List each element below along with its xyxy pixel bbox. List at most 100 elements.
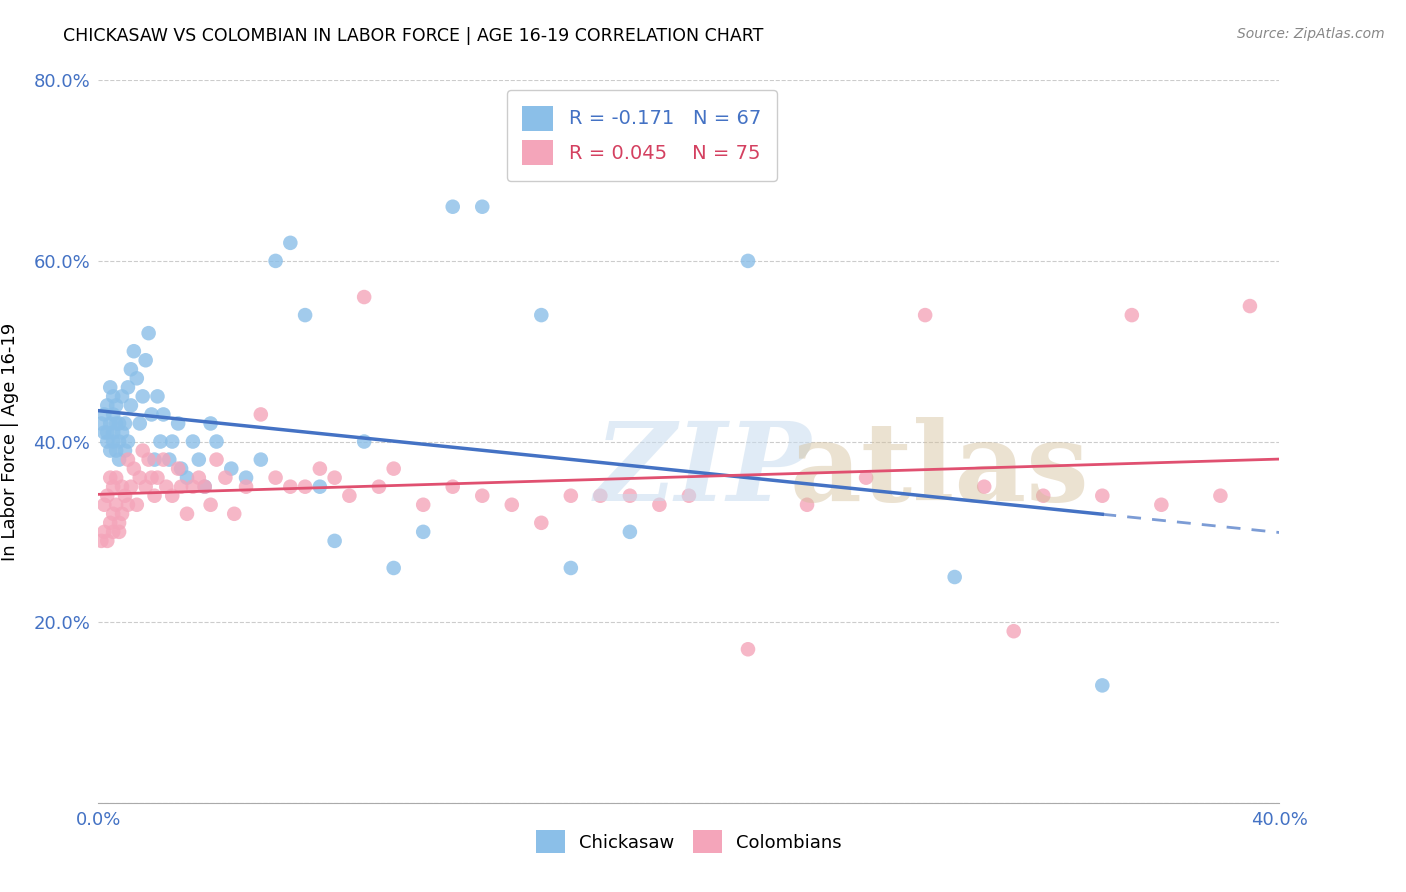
Point	[368, 480, 391, 494]
Point	[132, 443, 155, 458]
Legend: Chickasaw, Colombians: Chickasaw, Colombians	[523, 818, 855, 866]
Point	[471, 200, 494, 214]
Point	[205, 452, 228, 467]
Point	[1091, 678, 1114, 692]
Point	[530, 308, 553, 322]
Point	[108, 452, 131, 467]
Point	[98, 380, 121, 394]
Point	[114, 443, 136, 458]
Point	[138, 452, 160, 467]
Point	[111, 480, 134, 494]
Point	[90, 417, 112, 431]
Point	[1002, 624, 1025, 639]
Point	[323, 533, 346, 548]
Point	[108, 434, 131, 449]
Point	[441, 200, 464, 214]
Point	[250, 452, 273, 467]
Point	[176, 471, 198, 485]
Point	[108, 524, 131, 539]
Point	[294, 308, 316, 322]
Point	[117, 498, 139, 512]
Point	[111, 389, 134, 403]
Point	[1091, 489, 1114, 503]
Point	[103, 389, 125, 403]
Point	[155, 480, 177, 494]
Point	[200, 417, 222, 431]
Point	[530, 516, 553, 530]
Point	[737, 642, 759, 657]
Point	[157, 452, 180, 467]
Point	[128, 417, 150, 431]
Point	[194, 480, 217, 494]
Point	[114, 489, 136, 503]
Point	[103, 524, 125, 539]
Point	[560, 489, 582, 503]
Point	[176, 507, 198, 521]
Point	[105, 443, 128, 458]
Point	[323, 471, 346, 485]
Point	[132, 389, 155, 403]
Point	[96, 398, 118, 412]
Point	[96, 434, 118, 449]
Point	[143, 489, 166, 503]
Point	[214, 471, 236, 485]
Point	[280, 480, 302, 494]
Point	[120, 480, 142, 494]
Point	[1150, 498, 1173, 512]
Point	[181, 434, 204, 449]
Point	[200, 498, 222, 512]
Point	[120, 362, 142, 376]
Point	[125, 498, 148, 512]
Point	[103, 408, 125, 422]
Point	[309, 480, 332, 494]
Point	[135, 353, 157, 368]
Point	[167, 417, 190, 431]
Point	[138, 326, 160, 340]
Point	[914, 308, 936, 322]
Point	[471, 489, 494, 503]
Point	[98, 417, 121, 431]
Point	[122, 344, 145, 359]
Point	[114, 417, 136, 431]
Point	[96, 425, 118, 440]
Point	[117, 380, 139, 394]
Point	[98, 516, 121, 530]
Point	[1209, 489, 1232, 503]
Point	[141, 408, 163, 422]
Point	[619, 489, 641, 503]
Point	[1121, 308, 1143, 322]
Point	[589, 489, 612, 503]
Point	[93, 498, 115, 512]
Point	[105, 417, 128, 431]
Point	[96, 489, 118, 503]
Point	[737, 254, 759, 268]
Point	[105, 398, 128, 412]
Point	[353, 290, 375, 304]
Point	[146, 389, 169, 403]
Text: CHICKASAW VS COLOMBIAN IN LABOR FORCE | AGE 16-19 CORRELATION CHART: CHICKASAW VS COLOMBIAN IN LABOR FORCE | …	[63, 27, 763, 45]
Point	[264, 471, 287, 485]
Point	[170, 461, 193, 475]
Point	[120, 398, 142, 412]
Point	[103, 507, 125, 521]
Point	[105, 471, 128, 485]
Point	[382, 461, 405, 475]
Point	[108, 516, 131, 530]
Point	[117, 452, 139, 467]
Point	[111, 425, 134, 440]
Point	[162, 489, 183, 503]
Point	[309, 461, 332, 475]
Point	[441, 480, 464, 494]
Point	[205, 434, 228, 449]
Point	[111, 507, 134, 521]
Point	[93, 408, 115, 422]
Point	[162, 434, 183, 449]
Point	[353, 434, 375, 449]
Point	[117, 434, 139, 449]
Point	[1239, 299, 1261, 313]
Point	[187, 452, 209, 467]
Point	[412, 498, 434, 512]
Point	[98, 443, 121, 458]
Point	[943, 570, 966, 584]
Point	[855, 471, 877, 485]
